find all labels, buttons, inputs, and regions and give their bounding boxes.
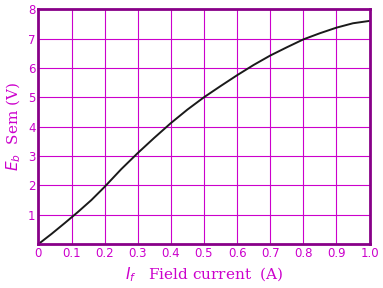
Y-axis label: $E_b$  Sem (V): $E_b$ Sem (V) [4,82,23,171]
X-axis label: $I_f$   Field current  (A): $I_f$ Field current (A) [125,266,283,284]
